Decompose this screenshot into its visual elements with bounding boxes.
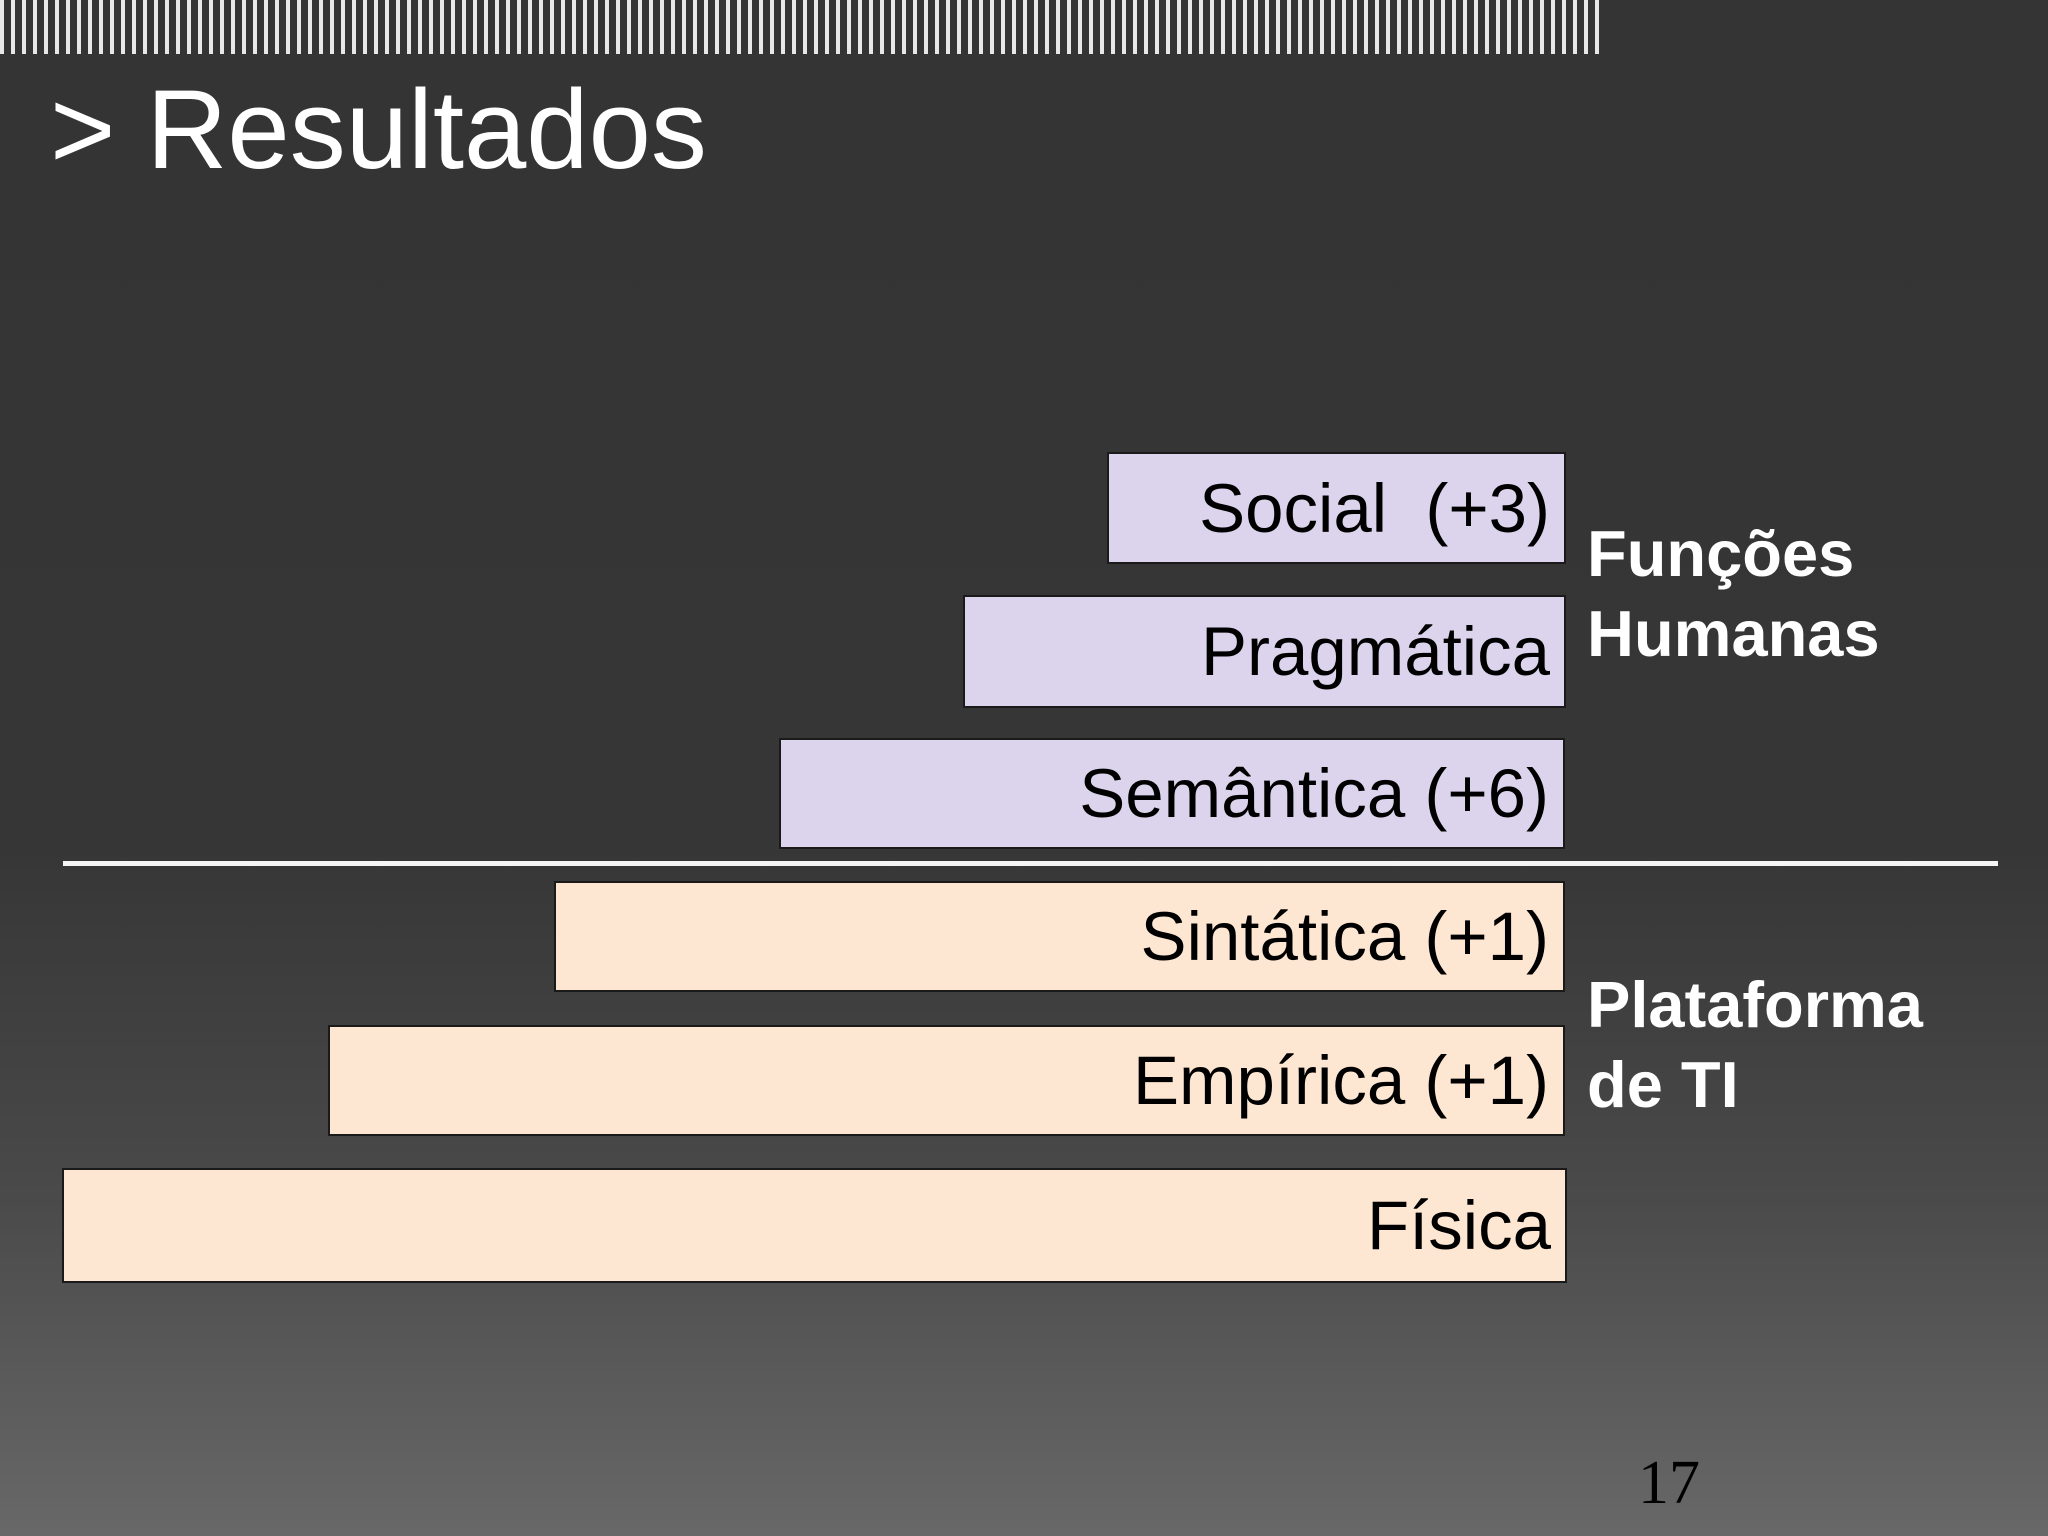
- layer-sintatica-label: Sintática (+1): [1140, 898, 1549, 975]
- slide-title: > Resultados: [50, 67, 707, 192]
- layer-social: Social (+3): [1107, 452, 1566, 564]
- layer-divider: [63, 861, 1998, 866]
- layer-fisica: Física: [62, 1168, 1567, 1283]
- layer-empirica: Empírica (+1): [328, 1025, 1565, 1136]
- layer-semantica: Semântica (+6): [779, 738, 1565, 849]
- layer-empirica-label: Empírica (+1): [1132, 1042, 1549, 1119]
- group-label-human-functions-line1: Funções: [1587, 517, 1855, 590]
- layer-pragmatica: Pragmática: [963, 595, 1566, 708]
- layer-social-label: Social (+3): [1199, 469, 1550, 547]
- layer-pragmatica-label: Pragmática: [1201, 613, 1550, 690]
- group-label-it-platform: Plataforma de TI: [1587, 965, 1923, 1125]
- layer-sintatica: Sintática (+1): [554, 881, 1565, 992]
- layer-semantica-label: Semântica (+6): [1079, 755, 1549, 832]
- page-number: 17: [1638, 1449, 1700, 1517]
- layer-fisica-label: Física: [1366, 1187, 1551, 1264]
- group-label-human-functions-line2: Humanas: [1587, 597, 1880, 670]
- header-stripe-bar: [0, 0, 1602, 54]
- group-label-it-platform-line2: de TI: [1587, 1048, 1739, 1121]
- group-label-human-functions: Funções Humanas: [1587, 514, 1880, 674]
- group-label-it-platform-line1: Plataforma: [1587, 968, 1923, 1041]
